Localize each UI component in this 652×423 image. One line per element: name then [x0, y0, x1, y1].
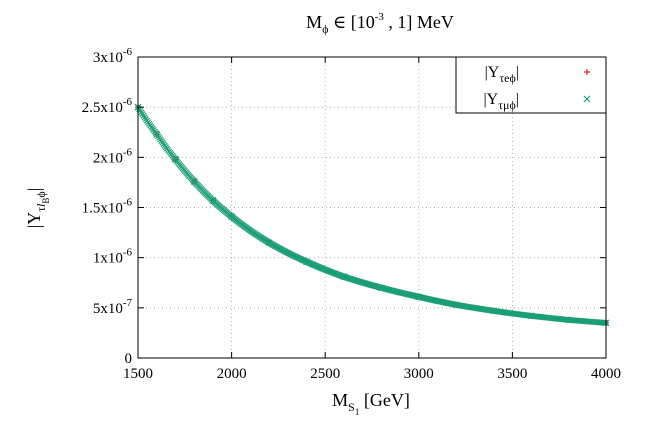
x-tick-label: 2500	[310, 366, 340, 382]
band-marker	[601, 319, 608, 326]
data-point-taumu	[303, 258, 310, 266]
data-point-taumu	[565, 316, 572, 324]
legend-marker-taue	[584, 69, 590, 75]
x-tick-label: 4000	[591, 366, 621, 382]
y-tick-label: 1.5x10-6	[82, 197, 133, 217]
legend: |Yτeϕ| |Yτμϕ|	[455, 56, 607, 114]
x-tick-label: 3000	[404, 366, 434, 382]
y-tick-label: 2x10-6	[93, 146, 133, 166]
series-taumu	[134, 103, 610, 327]
data-point-taumu	[209, 197, 217, 204]
data-point-taumu	[415, 293, 423, 301]
data-point-taumu	[172, 155, 179, 163]
y-tick-label: 3x10-6	[93, 46, 133, 66]
x-tick-label: 3500	[497, 366, 527, 382]
x-tick-label: 2000	[217, 366, 247, 382]
data-layer	[134, 103, 610, 327]
data-point-taumu	[265, 239, 273, 247]
x-tick-label: 1500	[123, 366, 153, 382]
data-point-taumu	[153, 130, 161, 138]
y-tick-label: 2.5x10-6	[82, 96, 133, 116]
y-tick-labels: 0 5x10-7 1x10-6 1.5x10-6 2x10-6 2.5x10-6 3x10-…	[82, 46, 133, 367]
data-point-taumu	[228, 213, 236, 220]
chart-title: Mϕ ∈ [10-3 , 1] MeV	[306, 11, 454, 36]
data-point-taumu	[452, 301, 460, 309]
legend-markers	[583, 69, 591, 103]
data-point-taumu	[377, 284, 385, 292]
x-tick-labels: 1500 2000 2500 3000 3500 4000	[123, 366, 621, 382]
y-axis-title: |YτlBϕ|	[24, 188, 51, 229]
legend-label-taumu: |Yτμϕ|	[483, 91, 519, 112]
data-point-taumu	[490, 307, 498, 315]
y-tick-label: 5x10-7	[93, 297, 133, 317]
x-axis-title: MS1 [GeV]	[332, 390, 410, 417]
y-tick-label: 1x10-6	[93, 247, 133, 267]
data-point-taumu	[340, 273, 348, 281]
legend-marker-taumu	[583, 95, 591, 103]
legend-label-taue: |Yτeϕ|	[485, 64, 519, 85]
data-point-taumu	[190, 177, 198, 185]
y-tick-label: 0	[125, 351, 133, 367]
series-taue	[135, 104, 609, 326]
data-point-taumu	[527, 312, 535, 320]
legend-box	[455, 56, 607, 114]
